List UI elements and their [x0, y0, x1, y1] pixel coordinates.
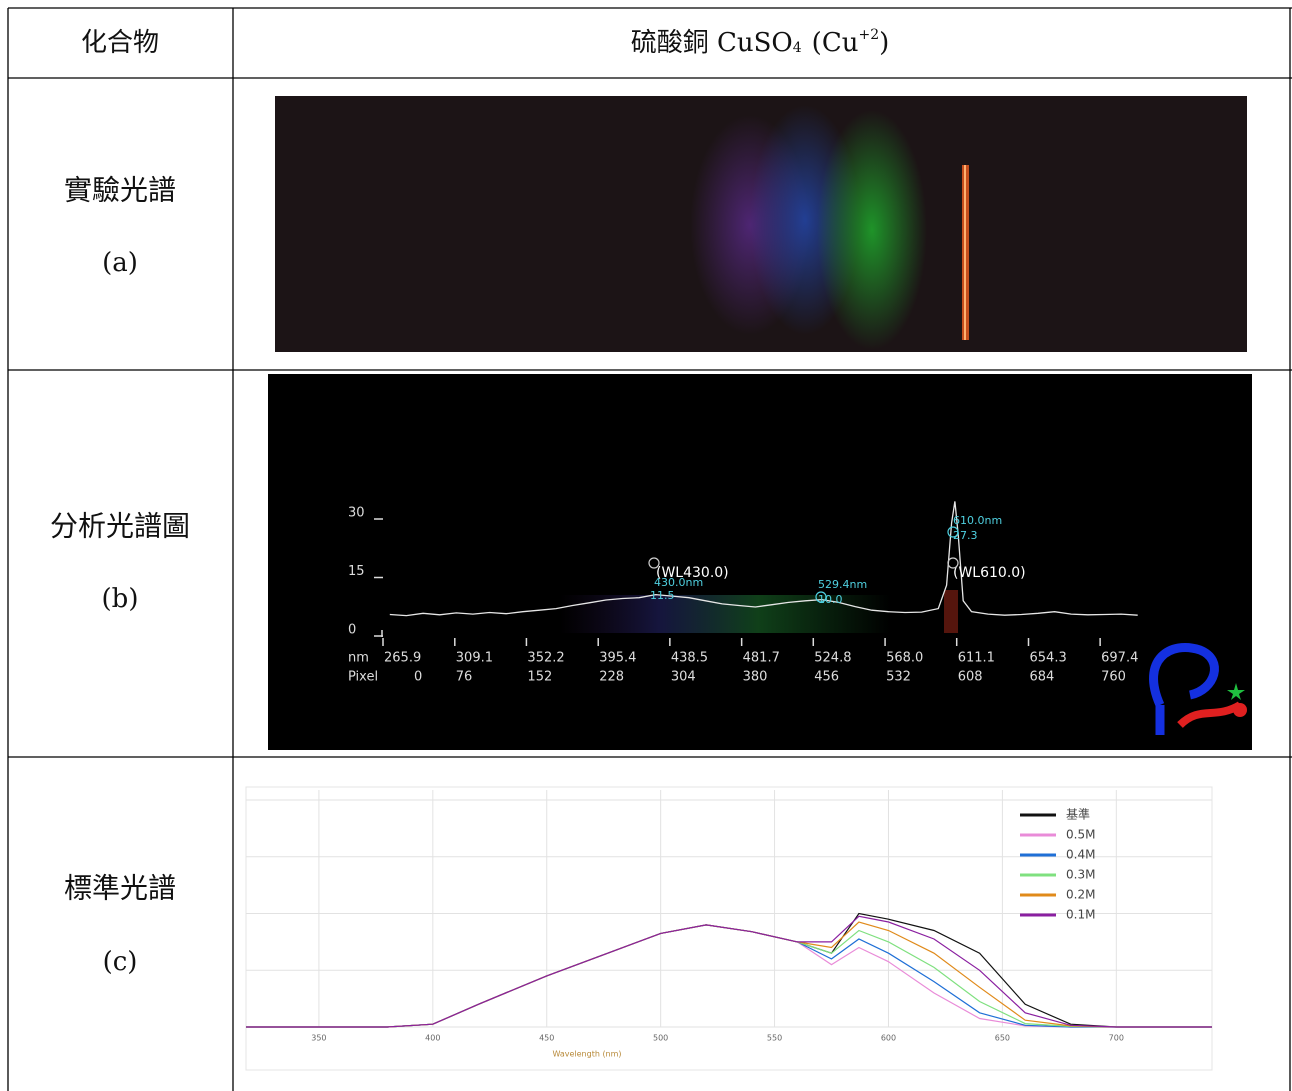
x-tick-label: 350	[311, 1034, 326, 1043]
annotation: 610.0nm	[953, 514, 1002, 527]
x-axis-label: Wavelength (nm)	[552, 1050, 621, 1059]
spectrum-line	[389, 501, 1138, 617]
row-tag: (c)	[103, 947, 138, 977]
ion-open: (Cu	[812, 28, 859, 58]
annotation: 10.0	[818, 593, 843, 606]
table-borders	[7, 7, 1292, 1091]
legend-label: 基準	[1066, 807, 1090, 822]
pixel-tick-label: 152	[527, 670, 552, 685]
pixel-tick-label: 380	[743, 670, 768, 685]
row-tag: (a)	[102, 248, 138, 278]
pixel-label: Pixel	[348, 670, 378, 685]
legend-label: 0.2M	[1066, 888, 1095, 902]
x-tick-label: 524.8	[814, 651, 851, 666]
compound-name: 硫酸銅 CuSO	[631, 28, 793, 58]
y-tick-label: 30	[348, 506, 365, 521]
x-tick-label: 400	[425, 1034, 440, 1043]
x-tick-label: 438.5	[671, 651, 708, 666]
x-tick-label: 500	[653, 1034, 668, 1043]
legend-label: 0.4M	[1066, 848, 1095, 862]
spectrum-photo	[275, 96, 1247, 352]
x-tick-label: 265.9	[384, 651, 421, 666]
row-tag: (b)	[102, 584, 139, 614]
row-label: 實驗光譜	[64, 174, 176, 207]
analysis-chart-bg	[268, 374, 1252, 750]
x-tick-label: 309.1	[456, 651, 493, 666]
ion-superscript: +2	[858, 27, 879, 43]
y-tick-label: 15	[348, 564, 365, 579]
annotation: 11.5	[650, 589, 675, 602]
annotation: 529.4nm	[818, 578, 867, 591]
pixel-tick-label: 684	[1030, 670, 1055, 685]
pixel-tick-label: 760	[1101, 670, 1126, 685]
x-tick-label: 352.2	[527, 651, 564, 666]
peak-marker	[648, 557, 660, 569]
x-unit-label: nm	[348, 651, 369, 666]
peak-marker	[815, 591, 827, 603]
header-compound: 硫酸銅 CuSO4 (Cu+2)	[631, 27, 890, 58]
pixel-tick-label: 304	[671, 670, 696, 685]
x-tick-label: 481.7	[743, 651, 780, 666]
x-tick-label: 568.0	[886, 651, 923, 666]
annotation: (WL430.0)	[656, 565, 729, 581]
x-tick-label: 650	[995, 1034, 1010, 1043]
x-tick-label: 600	[881, 1034, 896, 1043]
x-tick-label: 700	[1109, 1034, 1124, 1043]
annotation: 430.0nm	[654, 576, 703, 589]
pixel-tick-label: 608	[958, 670, 983, 685]
x-tick-label: 450	[539, 1034, 554, 1043]
spectrum-line	[246, 915, 1212, 1028]
row-label: 標準光譜	[64, 872, 176, 905]
peak-marker	[947, 526, 959, 538]
annotation: 27.3	[953, 529, 978, 542]
pixel-tick-label: 228	[599, 670, 624, 685]
pixel-tick-label: 456	[814, 670, 839, 685]
x-tick-label: 697.4	[1101, 651, 1138, 666]
legend-label: 0.1M	[1066, 908, 1095, 922]
pixel-tick-label: 76	[456, 670, 473, 685]
ion-close: )	[879, 28, 889, 58]
y-tick-label: 0	[348, 623, 356, 638]
x-tick-label: 550	[767, 1034, 782, 1043]
x-tick-label: 654.3	[1030, 651, 1067, 666]
header-label: 化合物	[81, 28, 159, 58]
annotation: (WL610.0)	[953, 565, 1026, 581]
legend-label: 0.5M	[1066, 828, 1095, 842]
row-label: 分析光譜圖	[50, 510, 190, 543]
pixel-tick-label: 0	[414, 670, 422, 685]
legend-label: 0.3M	[1066, 868, 1095, 882]
peak-marker	[947, 557, 959, 569]
pixel-tick-label: 532	[886, 670, 911, 685]
x-tick-label: 395.4	[599, 651, 636, 666]
x-tick-label: 611.1	[958, 651, 995, 666]
compound-subscript: 4	[793, 40, 802, 56]
